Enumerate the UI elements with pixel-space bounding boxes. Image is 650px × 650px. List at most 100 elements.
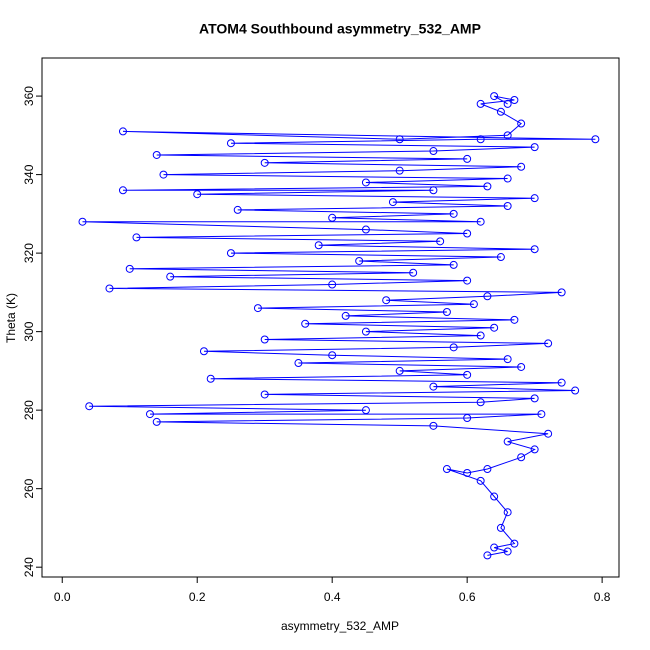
data-point xyxy=(544,339,553,348)
data-point xyxy=(496,523,505,532)
data-point xyxy=(199,347,208,356)
data-point xyxy=(544,429,553,438)
data-point xyxy=(517,162,526,171)
data-point xyxy=(361,225,370,234)
data-point xyxy=(382,296,391,305)
y-tick-label: 340 xyxy=(22,164,36,184)
data-point xyxy=(476,99,485,108)
x-tick-label: 0.4 xyxy=(324,590,341,604)
data-point xyxy=(483,292,492,301)
data-point xyxy=(395,366,404,375)
data-point xyxy=(503,508,512,517)
data-point xyxy=(463,370,472,379)
data-point xyxy=(361,178,370,187)
data-point xyxy=(476,331,485,340)
data-point xyxy=(530,445,539,454)
data-point xyxy=(557,378,566,387)
data-point xyxy=(483,465,492,474)
y-tick-label: 360 xyxy=(22,86,36,106)
data-point xyxy=(152,417,161,426)
data-point xyxy=(341,311,350,320)
data-point xyxy=(530,245,539,254)
data-point xyxy=(449,343,458,352)
data-point xyxy=(510,539,519,548)
data-point xyxy=(449,260,458,269)
data-point xyxy=(537,410,546,419)
data-point xyxy=(476,398,485,407)
x-tick-label: 0.2 xyxy=(189,590,206,604)
data-point xyxy=(463,229,472,238)
data-point xyxy=(476,135,485,144)
y-tick-label: 260 xyxy=(22,478,36,498)
data-point xyxy=(159,170,168,179)
data-point xyxy=(510,315,519,324)
data-point xyxy=(503,437,512,446)
y-axis-label: Theta (K) xyxy=(4,293,18,343)
data-point xyxy=(301,319,310,328)
data-point xyxy=(166,272,175,281)
data-point xyxy=(490,323,499,332)
data-point xyxy=(510,96,519,105)
data-point xyxy=(395,135,404,144)
data-point xyxy=(517,453,526,462)
data-point xyxy=(490,92,499,101)
data-point xyxy=(361,327,370,336)
data-line xyxy=(82,95,596,556)
data-point xyxy=(355,256,364,265)
data-point xyxy=(260,158,269,167)
plot-frame xyxy=(41,57,620,578)
y-tick-label: 300 xyxy=(22,321,36,341)
data-point xyxy=(105,284,114,293)
data-point xyxy=(476,476,485,485)
data-point xyxy=(463,414,472,423)
y-tick-label: 240 xyxy=(22,557,36,577)
data-point xyxy=(409,268,418,277)
x-tick-label: 0.0 xyxy=(54,590,71,604)
data-point xyxy=(253,304,262,313)
data-point xyxy=(226,249,235,258)
data-point xyxy=(449,209,458,218)
data-point xyxy=(469,300,478,309)
data-point xyxy=(517,362,526,371)
data-point xyxy=(503,355,512,364)
data-point xyxy=(463,154,472,163)
data-point xyxy=(463,468,472,477)
data-point xyxy=(429,147,438,156)
data-point xyxy=(429,382,438,391)
data-point xyxy=(328,213,337,222)
chart-title: ATOM4 Southbound asymmetry_532_AMP xyxy=(199,21,481,37)
x-axis-label: asymmetry_532_AMP xyxy=(281,619,399,633)
data-point xyxy=(463,276,472,285)
data-point xyxy=(496,107,505,116)
data-point xyxy=(503,174,512,183)
data-point xyxy=(483,551,492,560)
data-point xyxy=(530,143,539,152)
data-point xyxy=(395,166,404,175)
data-point xyxy=(388,198,397,207)
data-point xyxy=(118,186,127,195)
x-tick-label: 0.8 xyxy=(594,590,611,604)
data-point xyxy=(436,237,445,246)
data-point xyxy=(429,186,438,195)
data-point xyxy=(503,99,512,108)
data-point xyxy=(530,194,539,203)
data-point xyxy=(490,543,499,552)
data-point xyxy=(78,217,87,226)
data-point xyxy=(571,386,580,395)
data-point xyxy=(483,182,492,191)
data-point xyxy=(328,351,337,360)
data-point xyxy=(125,264,134,273)
data-point xyxy=(260,390,269,399)
data-point xyxy=(530,394,539,403)
y-tick-label: 320 xyxy=(22,243,36,263)
data-point xyxy=(233,205,242,214)
data-point xyxy=(503,131,512,140)
data-point xyxy=(226,139,235,148)
data-point xyxy=(294,359,303,368)
data-point xyxy=(193,190,202,199)
data-point xyxy=(132,233,141,242)
y-tick-label: 280 xyxy=(22,400,36,420)
data-point xyxy=(314,241,323,250)
data-point xyxy=(118,127,127,136)
